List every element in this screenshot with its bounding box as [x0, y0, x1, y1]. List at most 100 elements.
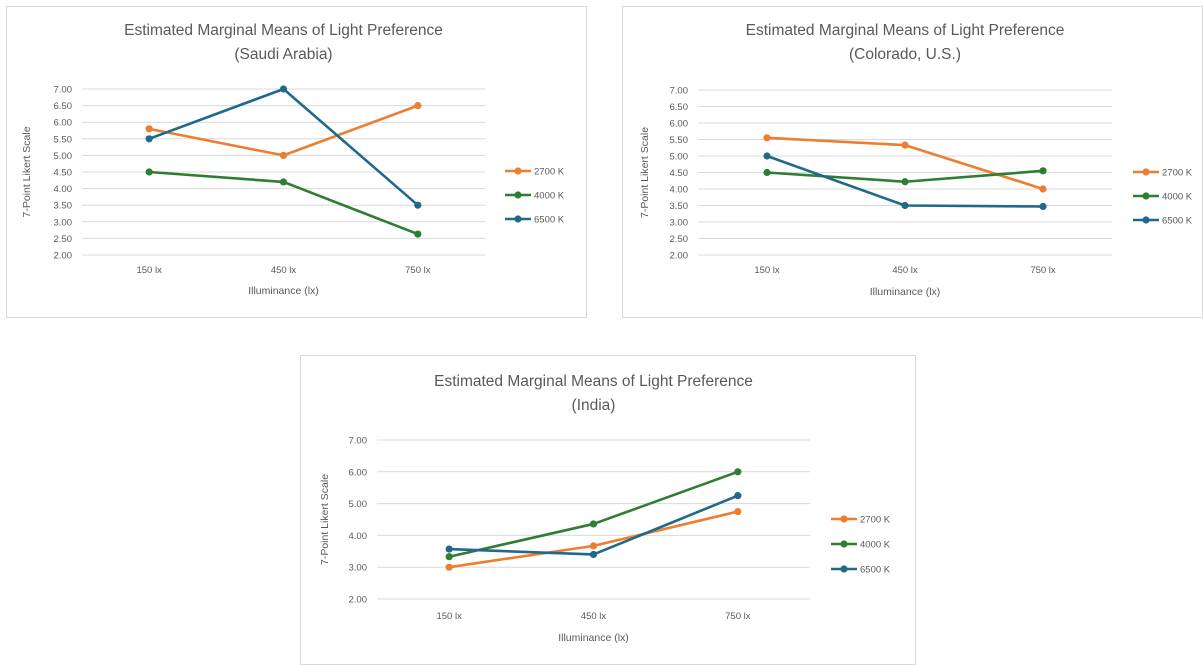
x-tick-label: 750 lx [1030, 265, 1056, 276]
y-tick-label: 7.00 [349, 436, 368, 447]
data-point [145, 168, 153, 176]
chart-title: Estimated Marginal Means of Light Prefer… [746, 22, 1065, 39]
y-tick-label: 3.00 [670, 218, 689, 229]
x-axis-title: Illuminance (lx) [248, 285, 319, 297]
x-tick-label: 150 lx [136, 265, 162, 276]
legend-label: 4000 K [1162, 192, 1193, 203]
y-tick-label: 4.00 [670, 185, 689, 196]
data-point [589, 550, 598, 559]
y-tick-label: 2.00 [54, 251, 73, 262]
series-line [147, 104, 420, 157]
chart-subtitle: (Colorado, U.S.) [849, 46, 961, 63]
y-tick-label: 5.50 [670, 135, 689, 146]
data-point [734, 492, 742, 500]
chart-subtitle: (India) [572, 397, 616, 414]
legend-marker [840, 540, 848, 548]
legend-label: 2700 K [534, 167, 565, 178]
y-tick-label: 4.00 [54, 184, 73, 195]
y-tick-label: 7.00 [670, 86, 689, 97]
data-point [763, 168, 771, 177]
y-tick-label: 3.50 [670, 201, 689, 212]
x-axis-title: Illuminance (lx) [870, 286, 941, 298]
data-point [414, 230, 422, 238]
legend-label: 2700 K [1162, 168, 1193, 179]
legend-label: 6500 K [1162, 216, 1193, 227]
data-point [901, 201, 909, 210]
data-point [901, 141, 909, 149]
series-line [447, 510, 740, 569]
data-point [589, 520, 598, 528]
y-tick-label: 2.50 [670, 234, 689, 245]
data-point [763, 134, 771, 142]
y-tick-label: 2.00 [349, 595, 368, 606]
data-point [1039, 185, 1047, 193]
y-axis-title: 7-Point Likert Scale [319, 474, 331, 565]
chart-india: Estimated Marginal Means of Light Prefer… [300, 355, 916, 665]
legend-marker [514, 167, 522, 175]
x-axis-title: Illuminance (lx) [558, 632, 629, 644]
legend-marker [840, 515, 848, 523]
chart-title: Estimated Marginal Means of Light Prefer… [124, 22, 443, 39]
data-point [734, 507, 742, 516]
legend-label: 4000 K [860, 540, 891, 551]
chart-svg: Estimated Marginal Means of Light Prefer… [639, 22, 1193, 298]
legend-marker [1142, 192, 1150, 200]
data-point [445, 553, 453, 561]
y-tick-label: 6.00 [54, 118, 73, 129]
y-tick-label: 4.00 [349, 531, 368, 542]
y-tick-label: 5.50 [54, 134, 73, 145]
data-point [145, 125, 153, 133]
x-tick-label: 150 lx [754, 265, 780, 276]
y-tick-label: 5.00 [670, 152, 689, 163]
data-point [1039, 202, 1047, 211]
legend-label: 2700 K [860, 515, 891, 526]
y-tick-label: 3.00 [54, 217, 73, 228]
x-tick-label: 750 lx [725, 611, 751, 622]
legend-label: 6500 K [534, 215, 565, 226]
chart-colorado: Estimated Marginal Means of Light Prefer… [622, 6, 1203, 318]
chart-subtitle: (Saudi Arabia) [234, 46, 332, 63]
data-point [279, 178, 288, 186]
data-point [589, 542, 598, 550]
legend-marker [514, 215, 522, 223]
chart-title: Estimated Marginal Means of Light Prefer… [434, 373, 753, 390]
legend-marker [1142, 216, 1150, 224]
y-tick-label: 7.00 [54, 85, 73, 96]
data-point [414, 201, 422, 209]
x-tick-label: 750 lx [405, 265, 431, 276]
data-point [734, 468, 742, 476]
legend-label: 6500 K [860, 565, 891, 576]
y-tick-label: 6.00 [349, 467, 368, 478]
x-tick-label: 450 lx [892, 265, 918, 276]
data-point [445, 545, 453, 553]
x-tick-label: 150 lx [436, 611, 462, 622]
chart-saudi-arabia: Estimated Marginal Means of Light Prefer… [6, 6, 587, 318]
data-point [145, 135, 153, 143]
legend-marker [514, 191, 522, 199]
y-tick-label: 4.50 [54, 168, 73, 179]
y-tick-label: 6.00 [670, 119, 689, 130]
x-tick-label: 450 lx [271, 265, 297, 276]
y-tick-label: 5.00 [349, 499, 368, 510]
y-tick-label: 6.50 [670, 102, 689, 113]
x-tick-label: 450 lx [581, 611, 607, 622]
data-point [445, 563, 453, 571]
y-tick-label: 3.00 [349, 563, 368, 574]
y-tick-label: 3.50 [54, 201, 73, 212]
data-point [414, 102, 422, 110]
chart-svg: Estimated Marginal Means of Light Prefer… [319, 373, 891, 644]
y-axis-title: 7-Point Likert Scale [21, 126, 33, 217]
data-point [1039, 167, 1047, 175]
legend-marker [840, 565, 848, 573]
legend-label: 4000 K [534, 191, 565, 202]
y-tick-label: 2.00 [670, 251, 689, 262]
data-point [279, 85, 288, 93]
series-line [147, 87, 420, 207]
data-point [763, 152, 771, 160]
y-tick-label: 6.50 [54, 101, 73, 112]
data-point [901, 178, 909, 186]
data-point [279, 151, 288, 159]
chart-svg: Estimated Marginal Means of Light Prefer… [21, 22, 565, 297]
y-axis-title: 7-Point Likert Scale [639, 127, 651, 218]
y-tick-label: 4.50 [670, 168, 689, 179]
